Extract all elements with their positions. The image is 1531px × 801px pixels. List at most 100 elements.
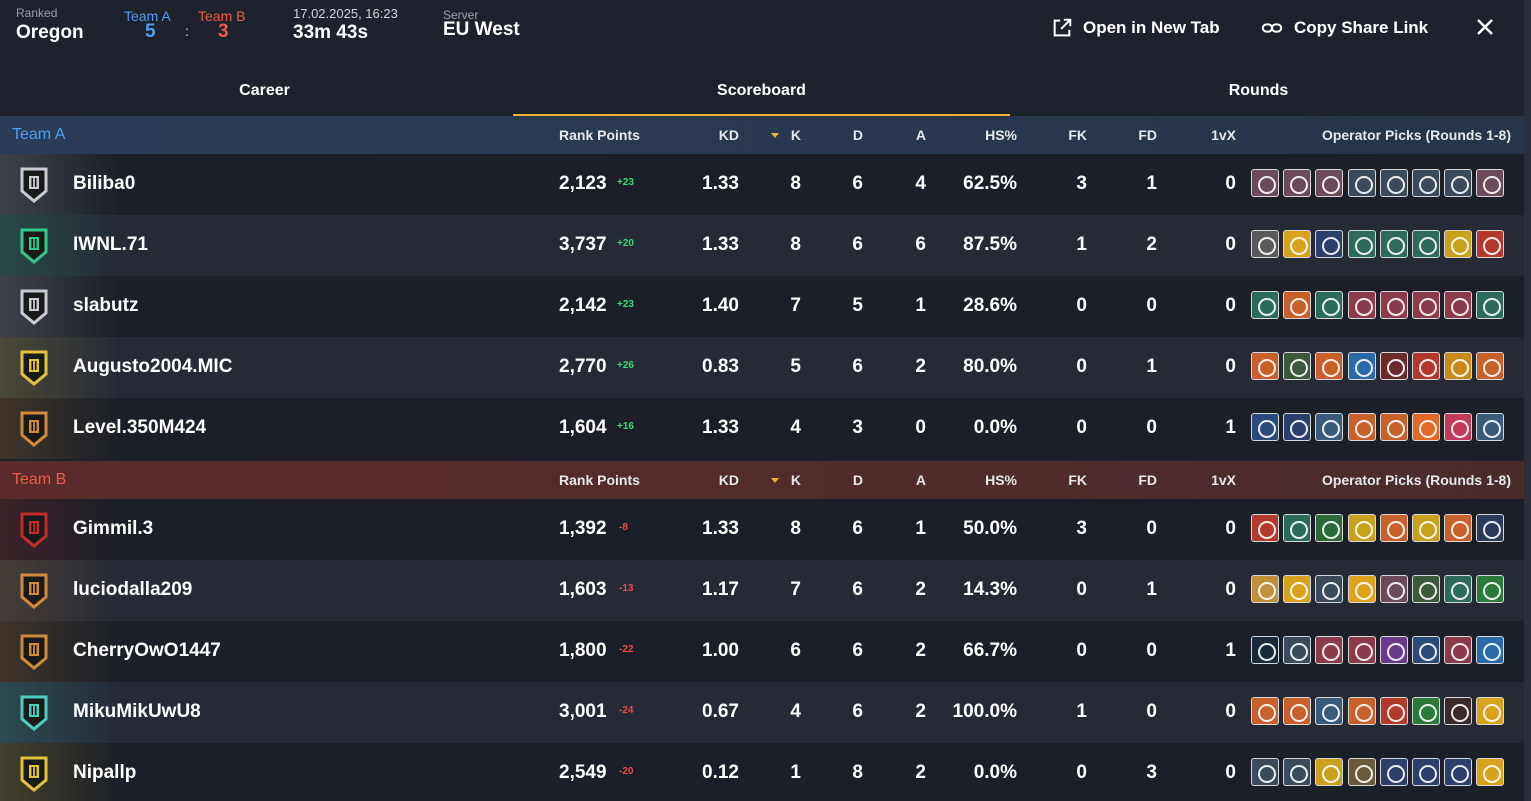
- column-header-fk[interactable]: FK: [1068, 127, 1087, 143]
- stat-fd: 1: [1146, 173, 1157, 194]
- server-label: Server: [443, 8, 479, 22]
- rank-points: 2,549: [559, 762, 607, 783]
- operator-icon: [1283, 514, 1312, 542]
- operator-icon: [1347, 169, 1376, 197]
- stat-kd: 1.40: [702, 295, 739, 316]
- team-a-header: Team A Rank Points KD K D A HS% FK FD 1vX Operator…: [0, 116, 1524, 154]
- operator-icon: [1444, 413, 1473, 441]
- player-name[interactable]: Augusto2004.MIC: [73, 356, 233, 377]
- operator-icon: [1379, 575, 1408, 603]
- stat-a: 6: [915, 234, 926, 255]
- column-header-k[interactable]: K: [790, 472, 801, 488]
- operator-icon: [1379, 636, 1408, 664]
- operator-icon: [1315, 169, 1344, 197]
- operator-icon: [1411, 169, 1440, 197]
- column-header-kd[interactable]: KD: [718, 127, 739, 143]
- column-header-hs[interactable]: HS%: [985, 472, 1017, 488]
- close-icon[interactable]: [1473, 15, 1497, 39]
- player-name[interactable]: Gimmil.3: [73, 518, 154, 539]
- rank-points: 1,800: [559, 640, 607, 661]
- stat-fk: 1: [1076, 234, 1087, 255]
- stat-a: 2: [915, 579, 926, 600]
- player-row[interactable]: Augusto2004.MIC 2,770 +26 0.83 5 6 2 80.0% 0 1 0: [0, 337, 1524, 398]
- player-name[interactable]: slabutz: [73, 295, 139, 316]
- stat-onevx: 1: [1225, 417, 1236, 438]
- gold-iii-rank-icon: [20, 350, 48, 386]
- operator-icon: [1411, 352, 1440, 380]
- player-row[interactable]: slabutz 2,142 +23 1.40 7 5 1 28.6% 0 0 0: [0, 276, 1524, 337]
- column-header-fd[interactable]: FD: [1138, 472, 1157, 488]
- player-name[interactable]: Level.350M424: [73, 417, 207, 438]
- tab-scoreboard[interactable]: Scoreboard: [513, 70, 1010, 116]
- rank-glow: [0, 621, 120, 682]
- column-header-onevx[interactable]: 1vX: [1211, 472, 1236, 488]
- operator-icon: [1347, 636, 1376, 664]
- operator-icon: [1444, 230, 1473, 258]
- stat-d: 6: [852, 579, 863, 600]
- player-name[interactable]: Biliba0: [73, 173, 136, 194]
- player-name[interactable]: IWNL.71: [73, 234, 148, 255]
- operator-icon: [1251, 291, 1279, 319]
- column-header-fk[interactable]: FK: [1068, 472, 1087, 488]
- rank-delta: +20: [617, 238, 634, 249]
- stat-kd: 1.33: [702, 518, 739, 539]
- stat-fk: 0: [1076, 417, 1087, 438]
- player-row[interactable]: Nipallp 2,549 -20 0.12 1 8 2 0.0% 0 3 0: [0, 743, 1524, 801]
- column-header-a[interactable]: A: [915, 127, 926, 143]
- stat-onevx: 0: [1225, 762, 1236, 783]
- stat-kd: 1.33: [702, 417, 739, 438]
- player-row[interactable]: Biliba0 2,123 +23 1.33 8 6 4 62.5% 3 1 0: [0, 154, 1524, 215]
- column-header-hs[interactable]: HS%: [985, 127, 1017, 143]
- stat-onevx: 0: [1225, 356, 1236, 377]
- player-name[interactable]: Nipallp: [73, 762, 137, 783]
- team-a-score: 5: [145, 21, 156, 42]
- bronze-iv-rank-icon: [20, 573, 48, 609]
- stat-kd: 1.00: [702, 640, 739, 661]
- open-new-tab-button[interactable]: Open in New Tab: [1051, 14, 1220, 42]
- stat-a: 2: [915, 701, 926, 722]
- copy-share-link-button[interactable]: Copy Share Link: [1260, 14, 1428, 42]
- tab-rounds[interactable]: Rounds: [1228, 82, 1289, 99]
- stat-fd: 0: [1146, 417, 1157, 438]
- gold-v-rank-icon: [20, 756, 48, 792]
- stat-kd: 1.33: [702, 234, 739, 255]
- player-row[interactable]: Gimmil.3 1,392 -8 1.33 8 6 1 50.0% 3 0 0: [0, 499, 1524, 560]
- column-header-d[interactable]: D: [852, 472, 863, 488]
- column-header-kd[interactable]: KD: [718, 472, 739, 488]
- operator-icon: [1251, 575, 1279, 603]
- operator-icon: [1444, 352, 1473, 380]
- operator-icon: [1476, 514, 1505, 542]
- column-header-k[interactable]: K: [790, 127, 801, 143]
- rank-delta: -8: [619, 522, 628, 533]
- operator-icon: [1283, 575, 1312, 603]
- operator-icon: [1251, 514, 1279, 542]
- stat-k: 1: [790, 762, 801, 783]
- scrollbar[interactable]: [1524, 0, 1531, 801]
- player-name[interactable]: luciodalla209: [73, 579, 193, 600]
- player-row[interactable]: Level.350M424 1,604 +16 1.33 4 3 0 0.0% 0 0 1: [0, 398, 1524, 459]
- operator-icon: [1379, 514, 1408, 542]
- bronze-ii-rank-icon: [20, 634, 48, 670]
- stat-d: 6: [852, 701, 863, 722]
- column-header-d[interactable]: D: [852, 127, 863, 143]
- column-header-a[interactable]: A: [915, 472, 926, 488]
- player-row[interactable]: CherryOwO1447 1,800 -22 1.00 6 6 2 66.7% 0 0 1: [0, 621, 1524, 682]
- column-header-rank-points[interactable]: Rank Points: [559, 127, 640, 143]
- player-row[interactable]: luciodalla209 1,603 -13 1.17 7 6 2 14.3% 0 1 0: [0, 560, 1524, 621]
- stat-kd: 0.67: [702, 701, 739, 722]
- rank-glow: [0, 215, 120, 276]
- column-header-rank-points[interactable]: Rank Points: [559, 472, 640, 488]
- rank-glow: [0, 337, 120, 398]
- stat-hs: 100.0%: [952, 701, 1017, 722]
- stat-a: 0: [915, 417, 926, 438]
- stat-k: 8: [790, 173, 801, 194]
- rank-delta: -13: [619, 583, 634, 594]
- player-row[interactable]: MikuMikUwU8 3,001 -24 0.67 4 6 2 100.0% 1 0 0: [0, 682, 1524, 743]
- stat-kd: 1.33: [702, 173, 739, 194]
- player-name[interactable]: MikuMikUwU8: [73, 701, 201, 722]
- tab-career[interactable]: Career: [239, 82, 290, 99]
- column-header-fd[interactable]: FD: [1138, 127, 1157, 143]
- column-header-onevx[interactable]: 1vX: [1211, 127, 1236, 143]
- player-row[interactable]: IWNL.71 3,737 +20 1.33 8 6 6 87.5% 1 2 0: [0, 215, 1524, 276]
- player-name[interactable]: CherryOwO1447: [73, 640, 221, 661]
